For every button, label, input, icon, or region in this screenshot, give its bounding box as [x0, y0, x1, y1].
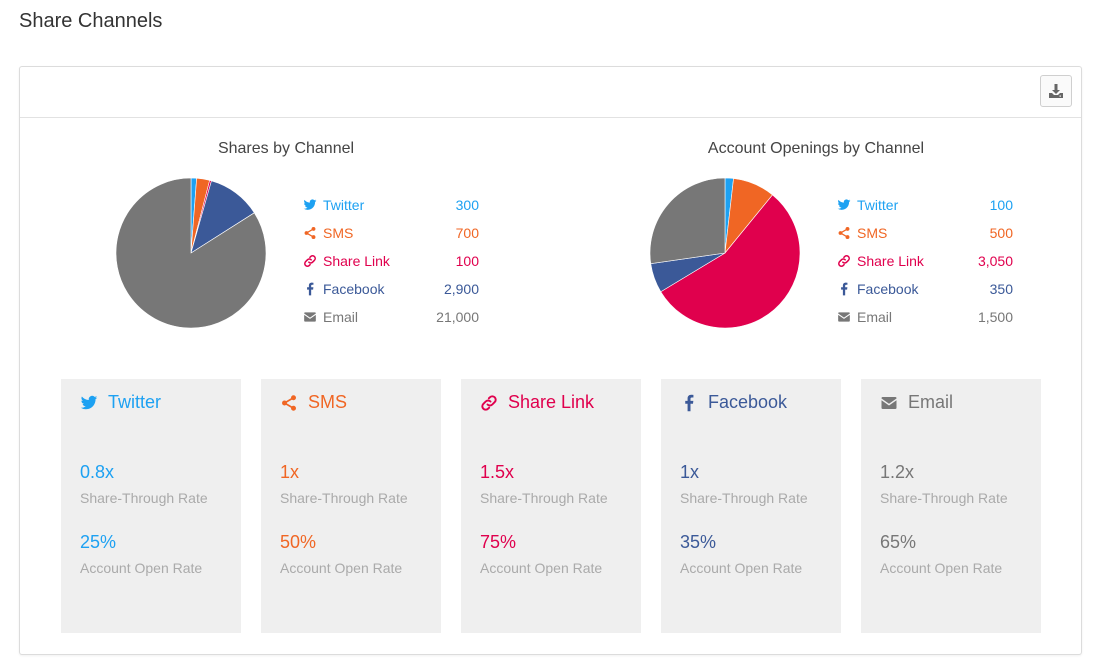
- facebook-icon: [303, 282, 317, 296]
- legend-value: 3,050: [977, 253, 1013, 269]
- account-open-rate-label: Account Open Rate: [80, 560, 203, 576]
- share-icon: [303, 226, 317, 240]
- card-header: Facebook: [680, 392, 787, 413]
- account-open-rate-value: 50%: [280, 532, 317, 552]
- card-title: SMS: [308, 392, 348, 412]
- twitter-icon: [303, 198, 317, 212]
- account-open-rate-value: 35%: [680, 532, 717, 552]
- legend-value: 350: [989, 281, 1013, 297]
- legend-value: 21,000: [436, 309, 479, 325]
- envelope-icon: [880, 394, 898, 412]
- channel-card-twitter: Twitter 0.8x Share-Through Rate 25% Account …: [61, 379, 241, 633]
- legend-item-twitter[interactable]: Twitter 100: [837, 195, 1013, 215]
- share-through-rate-label: Share-Through Rate: [280, 490, 408, 506]
- card-header: Twitter: [80, 392, 161, 413]
- legend-value: 500: [989, 225, 1013, 241]
- share-icon: [837, 226, 851, 240]
- legend-item-share-link[interactable]: Share Link 3,050: [837, 251, 1013, 271]
- facebook-icon: [837, 282, 851, 296]
- legend-label: Facebook: [857, 281, 919, 297]
- pie-slice-email[interactable]: [115, 177, 267, 329]
- account-open-rate-label: Account Open Rate: [480, 560, 603, 576]
- account-open-rate-value: 75%: [480, 532, 517, 552]
- pie-chart-shares: [115, 177, 267, 329]
- facebook-icon: [680, 394, 698, 412]
- legend-label: Facebook: [323, 281, 385, 297]
- link-icon: [303, 254, 317, 268]
- share-through-rate-label: Share-Through Rate: [480, 490, 608, 506]
- share-through-rate-value: 1.2x: [880, 462, 915, 482]
- legend-value: 100: [989, 197, 1013, 213]
- link-icon: [480, 394, 498, 412]
- pie-slice-share-link[interactable]: [660, 194, 801, 329]
- legend-label: Email: [323, 309, 359, 325]
- legend-label: Twitter: [857, 197, 899, 213]
- legend-item-facebook[interactable]: Facebook 2,900: [303, 279, 479, 299]
- envelope-icon: [303, 310, 317, 324]
- share-through-rate-value: 1.5x: [480, 462, 515, 482]
- pie-chart-account-openings: [649, 177, 801, 329]
- legend-value: 2,900: [443, 281, 479, 297]
- share-through-rate-value: 1x: [680, 462, 700, 482]
- channel-card-share-link: Share Link 1.5x Share-Through Rate 75% Accou…: [461, 379, 641, 633]
- legend-item-sms[interactable]: SMS 700: [303, 223, 479, 243]
- share-icon: [280, 394, 298, 412]
- legend-label: SMS: [323, 225, 354, 241]
- share-through-rate-value: 1x: [280, 462, 300, 482]
- panel-header: [20, 67, 1081, 118]
- legend-item-facebook[interactable]: Facebook 350: [837, 279, 1013, 299]
- download-icon: [1048, 83, 1064, 99]
- card-header: SMS: [280, 392, 347, 413]
- legend-label: Share Link: [857, 253, 924, 269]
- card-header: Share Link: [480, 392, 594, 413]
- legend-value: 1,500: [977, 309, 1013, 325]
- channel-card-email: Email 1.2x Share-Through Rate 65% Account Op…: [861, 379, 1041, 633]
- twitter-icon: [80, 394, 98, 412]
- page-title: Share Channels: [19, 10, 163, 32]
- account-open-rate-label: Account Open Rate: [880, 560, 1003, 576]
- share-through-rate-label: Share-Through Rate: [80, 490, 208, 506]
- card-header: Email: [880, 392, 953, 413]
- link-icon: [837, 254, 851, 268]
- legend-value: 700: [455, 225, 479, 241]
- legend-item-email[interactable]: Email 21,000: [303, 307, 479, 327]
- card-title: Email: [908, 392, 954, 412]
- twitter-icon: [837, 198, 851, 212]
- legend-item-email[interactable]: Email 1,500: [837, 307, 1013, 327]
- legend-item-twitter[interactable]: Twitter 300: [303, 195, 479, 215]
- share-through-rate-label: Share-Through Rate: [880, 490, 1008, 506]
- legend-item-share-link[interactable]: Share Link 100: [303, 251, 479, 271]
- legend-value: 300: [455, 197, 479, 213]
- share-through-rate-label: Share-Through Rate: [680, 490, 808, 506]
- chart-title-shares: Shares by Channel: [217, 140, 355, 157]
- legend-label: SMS: [857, 225, 888, 241]
- download-button[interactable]: [1040, 75, 1072, 107]
- pie-slice-email[interactable]: [649, 177, 726, 265]
- card-title: Facebook: [708, 392, 788, 412]
- account-open-rate-label: Account Open Rate: [280, 560, 403, 576]
- legend-label: Twitter: [323, 197, 365, 213]
- card-title: Twitter: [108, 392, 162, 412]
- channel-card-sms: SMS 1x Share-Through Rate 50% Account Open R…: [261, 379, 441, 633]
- legend-label: Share Link: [323, 253, 390, 269]
- channel-card-facebook: Facebook 1x Share-Through Rate 35% Account O…: [661, 379, 841, 633]
- legend-label: Email: [857, 309, 893, 325]
- legend-item-sms[interactable]: SMS 500: [837, 223, 1013, 243]
- account-open-rate-label: Account Open Rate: [680, 560, 803, 576]
- chart-title-account-openings: Account Openings by Channel: [707, 140, 925, 157]
- envelope-icon: [837, 310, 851, 324]
- account-open-rate-value: 65%: [880, 532, 917, 552]
- share-channels-panel: Shares by Channel Account Openings by Ch…: [19, 66, 1082, 655]
- account-open-rate-value: 25%: [80, 532, 117, 552]
- card-title: Share Link: [508, 392, 595, 412]
- share-through-rate-value: 0.8x: [80, 462, 115, 482]
- legend-value: 100: [455, 253, 479, 269]
